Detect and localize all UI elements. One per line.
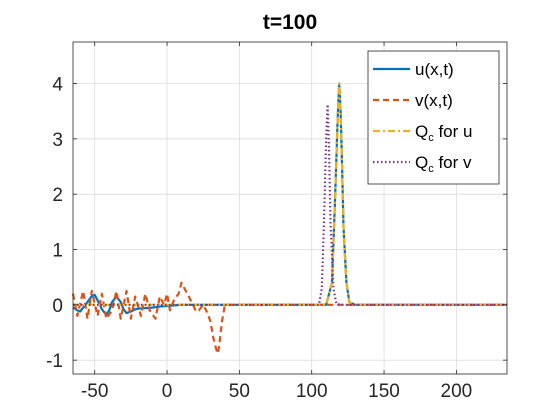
y-tick-label: 0 xyxy=(52,296,63,317)
legend-label-1: u(x,t) xyxy=(415,60,454,79)
legend-label-2: v(x,t) xyxy=(415,91,453,110)
x-tick-label: 200 xyxy=(441,381,473,402)
axes-box xyxy=(72,41,508,375)
legend: u(x,t) v(x,t) Qc for u Qc for v xyxy=(367,50,500,185)
y-tick-label: 2 xyxy=(52,185,63,206)
chart-title: t=100 xyxy=(263,11,317,34)
y-tick-label: 1 xyxy=(52,241,63,262)
y-tick-label: -1 xyxy=(46,351,63,372)
series-line-4 xyxy=(73,103,507,306)
legend-label-3: Qc for u xyxy=(415,122,472,144)
series-line-3 xyxy=(73,82,507,306)
y-tick-label: 4 xyxy=(52,75,63,96)
x-tick-label: 100 xyxy=(296,381,328,402)
x-tick-label: 50 xyxy=(229,381,250,402)
series-line-2 xyxy=(71,281,507,355)
series-layer xyxy=(71,82,507,355)
x-tick-label: -50 xyxy=(81,381,108,402)
x-tick-label: 150 xyxy=(368,381,400,402)
y-tick-label: 3 xyxy=(52,130,63,151)
x-tick-label: 0 xyxy=(162,381,173,402)
axis-ticks: -50 0 50 100 150 200 -1 0 1 2 3 4 xyxy=(46,42,507,402)
legend-label-4: Qc for v xyxy=(415,153,472,175)
